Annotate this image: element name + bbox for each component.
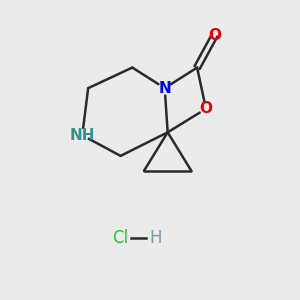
Text: NH: NH [70,128,95,143]
Text: O: O [208,28,221,43]
Text: O: O [200,101,212,116]
Text: Cl: Cl [112,229,129,247]
Text: H: H [150,229,162,247]
Text: N: N [158,81,171,96]
